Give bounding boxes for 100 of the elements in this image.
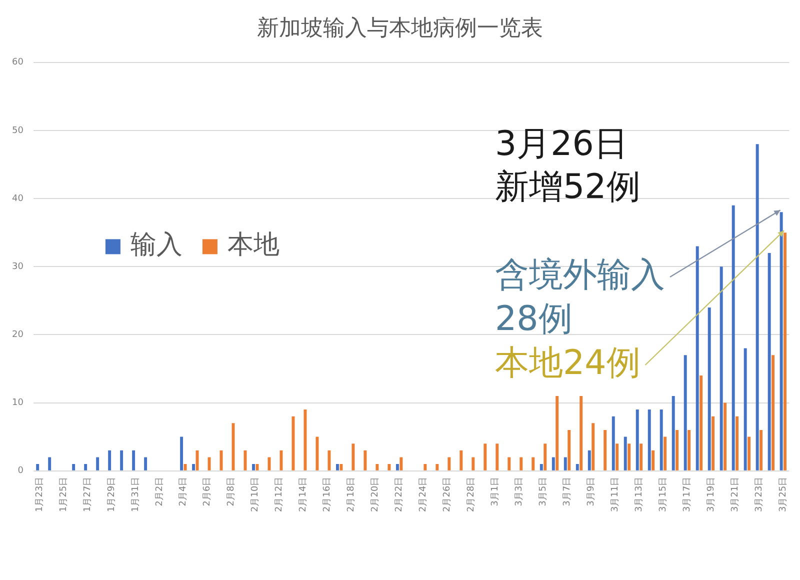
bar	[496, 444, 499, 470]
bar	[564, 457, 567, 470]
y-tick-label: 30	[12, 262, 24, 272]
x-tick-label: 1月27日	[82, 476, 93, 512]
x-tick-label: 3月23日	[754, 476, 765, 512]
x-tick-label: 1月29日	[106, 476, 117, 512]
annotation: 3月26日	[495, 124, 628, 164]
bar	[664, 436, 667, 470]
x-tick-label: 3月13日	[634, 476, 645, 512]
bar	[72, 464, 76, 470]
bar	[352, 444, 355, 470]
bar	[252, 464, 255, 470]
bar	[648, 410, 651, 470]
x-tick-label: 3月17日	[682, 476, 693, 512]
x-tick-label: 2月16日	[322, 476, 333, 512]
bar	[760, 430, 763, 470]
bar	[552, 457, 555, 470]
bar	[132, 450, 136, 470]
bar	[772, 355, 775, 470]
bar	[756, 144, 759, 470]
x-tick-label: 3月7日	[562, 476, 573, 506]
y-tick-label: 10	[12, 398, 24, 408]
x-tick-label: 2月28日	[466, 476, 477, 512]
bar	[180, 436, 184, 470]
bar	[660, 410, 663, 470]
x-tick-label: 2月2日	[154, 476, 165, 506]
bar	[388, 464, 391, 470]
bar	[48, 457, 52, 470]
bar	[192, 464, 196, 470]
bar	[616, 444, 619, 470]
bar	[376, 464, 379, 470]
legend-label: 本地	[227, 230, 280, 260]
x-tick-label: 1月31日	[130, 476, 141, 512]
x-tick-label: 2月12日	[274, 476, 285, 512]
x-tick-label: 2月26日	[442, 476, 453, 512]
bar	[748, 436, 751, 470]
bar	[396, 464, 399, 470]
bar	[720, 266, 723, 470]
x-tick-label: 2月22日	[394, 476, 405, 512]
bar	[448, 457, 451, 470]
bar	[708, 307, 711, 470]
bar	[576, 464, 579, 470]
bar	[688, 430, 691, 470]
bar	[36, 464, 40, 470]
bar	[96, 457, 100, 470]
bar	[256, 464, 259, 470]
bar	[640, 444, 643, 470]
bar	[580, 396, 583, 470]
y-tick-label: 20	[12, 330, 24, 340]
bar	[280, 450, 283, 470]
x-tick-label: 2月6日	[202, 476, 213, 506]
chart-title: 新加坡输入与本地病例一览表	[257, 16, 543, 41]
bar	[268, 457, 271, 470]
bar	[120, 450, 124, 470]
x-tick-label: 3月21日	[730, 476, 741, 512]
x-tick-label: 1月23日	[34, 476, 45, 512]
bar	[628, 444, 631, 470]
bar	[684, 355, 687, 470]
bar	[592, 423, 595, 470]
annotation: 28例	[495, 298, 572, 339]
bar	[568, 430, 571, 470]
x-tick-label: 3月9日	[586, 476, 597, 506]
x-tick-label: 2月18日	[346, 476, 357, 512]
annotation: 含境外输入	[495, 254, 665, 295]
x-tick-label: 2月8日	[226, 476, 237, 506]
x-tick-label: 3月11日	[610, 476, 621, 512]
y-tick-label: 60	[12, 58, 24, 68]
bar	[636, 410, 639, 470]
bar	[540, 464, 543, 470]
bar	[556, 396, 559, 470]
bar	[400, 457, 403, 470]
bar	[424, 464, 427, 470]
bar	[328, 450, 331, 470]
bar	[340, 464, 343, 470]
bar	[364, 450, 367, 470]
x-tick-label: 2月20日	[370, 476, 381, 512]
x-tick-label: 2月10日	[250, 476, 261, 512]
bar	[484, 444, 487, 470]
x-tick-label: 3月1日	[490, 476, 501, 506]
legend-label: 输入	[130, 230, 182, 260]
bar	[520, 457, 523, 470]
bar	[672, 396, 675, 470]
bar	[700, 376, 703, 470]
bar	[472, 457, 475, 470]
bar	[316, 436, 319, 470]
bar	[612, 416, 615, 470]
bar	[696, 246, 699, 470]
x-tick-label: 3月19日	[706, 476, 717, 512]
y-tick-label: 0	[18, 466, 24, 476]
bar	[292, 416, 295, 470]
bar	[508, 457, 511, 470]
y-tick-label: 40	[12, 194, 24, 204]
bar	[712, 416, 715, 470]
x-tick-label: 2月24日	[418, 476, 429, 512]
x-tick-label: 2月14日	[298, 476, 309, 512]
bar	[588, 450, 591, 470]
x-tick-label: 2月4日	[178, 476, 189, 506]
bar	[304, 410, 307, 470]
bar	[604, 430, 607, 470]
bar	[84, 464, 88, 470]
